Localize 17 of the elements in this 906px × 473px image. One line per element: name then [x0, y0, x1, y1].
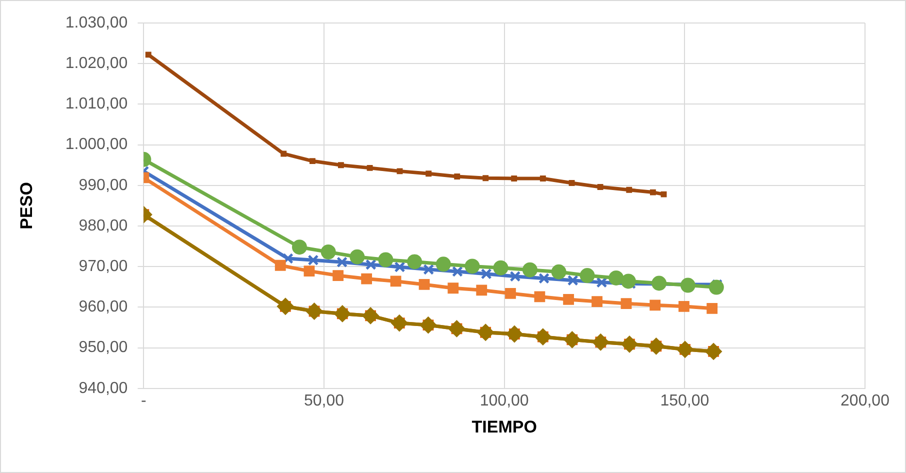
x-axis-title: TIEMPO — [472, 417, 537, 436]
x-tick-label: 150,00 — [660, 392, 710, 410]
y-tick-label: 990,00 — [78, 176, 128, 194]
y-tick-label: 940,00 — [78, 380, 128, 397]
y-tick-label: 1.010,00 — [65, 96, 128, 113]
x-tick-label: 50,00 — [304, 392, 344, 410]
x-tick-label: - — [141, 392, 146, 410]
y-tick-label: 950,00 — [78, 339, 128, 356]
y-axis-title: PESO — [16, 182, 36, 230]
y-tick-label: 1.000,00 — [65, 136, 128, 154]
y-tick-label: 970,00 — [78, 258, 128, 276]
y-tick-label: 1.030,00 — [65, 14, 128, 32]
y-tick-label: 980,00 — [78, 217, 128, 234]
y-tick-label: 960,00 — [78, 298, 128, 316]
x-tick-label: 100,00 — [480, 392, 529, 410]
x-tick-label: 200,00 — [840, 392, 890, 410]
y-tick-label: 1.020,00 — [65, 55, 128, 72]
